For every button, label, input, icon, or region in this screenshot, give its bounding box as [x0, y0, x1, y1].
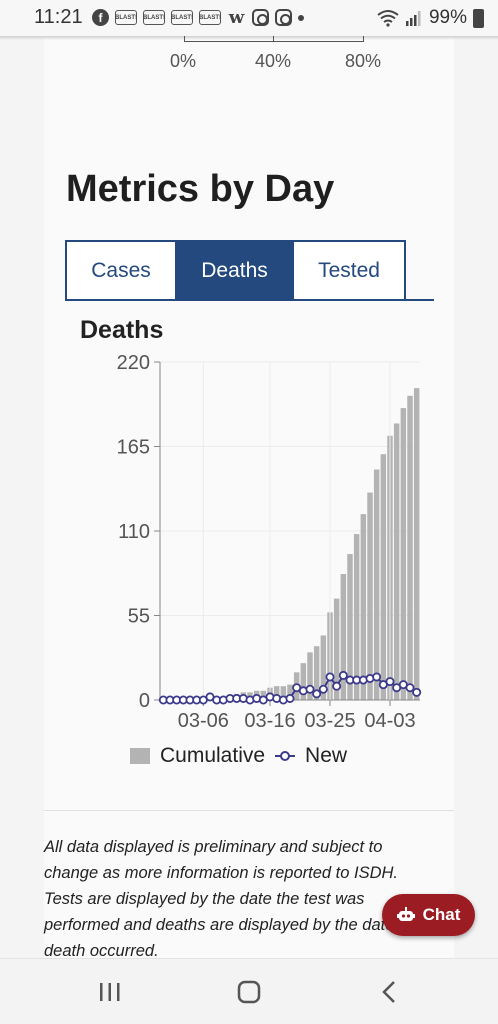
battery-percentage: 99%	[428, 7, 467, 28]
new-point	[285, 693, 295, 703]
recent-apps-icon[interactable]	[90, 977, 130, 1007]
status-time: 11:21	[34, 6, 83, 28]
back-icon[interactable]	[370, 977, 410, 1007]
new-point	[332, 681, 342, 691]
axis-tick	[184, 36, 185, 42]
cumulative-bar	[333, 598, 340, 700]
x-tick-label: 03-25	[304, 710, 355, 732]
cumulative-bar	[413, 388, 420, 700]
new-point	[312, 689, 322, 699]
new-point	[405, 683, 415, 693]
new-point	[372, 672, 382, 682]
deaths-chart: 0 55 110 165 220 03-06 03-16 03-25 04-03	[117, 352, 422, 732]
previous-chart-axis: 0% 40% 80%	[169, 36, 382, 76]
robot-icon	[396, 907, 415, 921]
y-tick-label: 110	[118, 521, 150, 543]
cumulative-bar	[400, 408, 407, 700]
blast-icon: BLAST!	[199, 10, 221, 25]
blast-icon: BLAST!	[143, 10, 165, 25]
footnote: All data displayed is preliminary and su…	[44, 838, 399, 960]
y-tick-label: 220	[117, 352, 150, 374]
cumulative-bar	[260, 690, 267, 700]
axis-label: 0%	[169, 51, 197, 71]
y-tick-label: 165	[117, 437, 150, 459]
cumulative-bar	[347, 554, 353, 700]
blast-icon: BLAST!	[171, 10, 193, 25]
cumulative-bar	[300, 663, 307, 700]
legend-new-label: New	[305, 744, 348, 767]
cumulative-bar	[273, 686, 280, 700]
cumulative-bar	[393, 423, 400, 700]
cumulative-bar	[280, 686, 287, 700]
legend-new-marker	[275, 751, 296, 761]
wifi-icon	[377, 10, 399, 27]
navigation-bar	[0, 958, 498, 1024]
cumulative-bar	[407, 395, 413, 700]
new-point	[338, 670, 348, 680]
instagram-icon	[275, 9, 292, 26]
tab-deaths[interactable]: Deaths	[175, 242, 292, 299]
facebook-icon: f	[92, 9, 109, 26]
y-tick-label: 55	[128, 606, 150, 628]
new-point	[412, 687, 422, 697]
x-tick-label: 04-03	[364, 710, 415, 732]
header-shadow	[0, 36, 498, 40]
axis-label: 40%	[254, 51, 292, 71]
chart-title: Deaths	[80, 316, 164, 344]
notification-icons: f BLAST! BLAST! BLAST! BLAST! w	[92, 7, 304, 28]
instagram-icon	[252, 9, 269, 26]
signal-icon	[405, 11, 421, 26]
new-point	[305, 684, 315, 694]
chat-label: Chat	[422, 905, 461, 924]
system-icons: 99%	[377, 7, 484, 29]
w-icon: w	[228, 7, 245, 28]
cumulative-bar	[353, 534, 360, 700]
chart-legend: Cumulative New	[130, 744, 347, 768]
home-icon[interactable]	[229, 977, 269, 1007]
cumulative-bar	[313, 646, 320, 700]
tab-cases[interactable]: Cases	[91, 258, 151, 282]
new-point	[325, 672, 335, 682]
cumulative-bar	[307, 652, 313, 700]
x-tick-label: 03-06	[178, 710, 229, 732]
y-tick-label: 0	[139, 690, 150, 712]
new-point	[318, 684, 328, 694]
cumulative-bar	[373, 469, 380, 700]
section-title: Metrics by Day	[66, 168, 335, 210]
cumulative-bar	[340, 574, 347, 700]
axis-tick	[273, 36, 274, 42]
blast-icon: BLAST!	[115, 10, 137, 25]
x-tick-label: 03-16	[244, 710, 295, 732]
divider	[44, 810, 454, 811]
battery-icon	[473, 8, 484, 28]
dot-icon	[298, 14, 304, 21]
axis-label: 80%	[344, 51, 382, 71]
legend-cumulative-label: Cumulative	[160, 744, 266, 767]
axis-tick	[363, 36, 364, 42]
cumulative-bar	[360, 514, 367, 700]
tab-underline	[405, 299, 434, 301]
cumulative-bar	[367, 492, 373, 700]
legend-cumulative-swatch	[130, 748, 150, 764]
tab-tested[interactable]: Tested	[292, 242, 404, 299]
new-point	[385, 677, 395, 687]
chat-button[interactable]: Chat	[382, 894, 475, 936]
cumulative-bar	[320, 635, 327, 700]
cumulative-bar	[380, 454, 387, 700]
axis-line	[184, 41, 364, 42]
cumulative-bar	[287, 684, 293, 700]
status-bar: 11:21 f BLAST! BLAST! BLAST! BLAST! w 99…	[0, 0, 498, 36]
metric-tabs: Cases Deaths Tested	[65, 240, 406, 301]
